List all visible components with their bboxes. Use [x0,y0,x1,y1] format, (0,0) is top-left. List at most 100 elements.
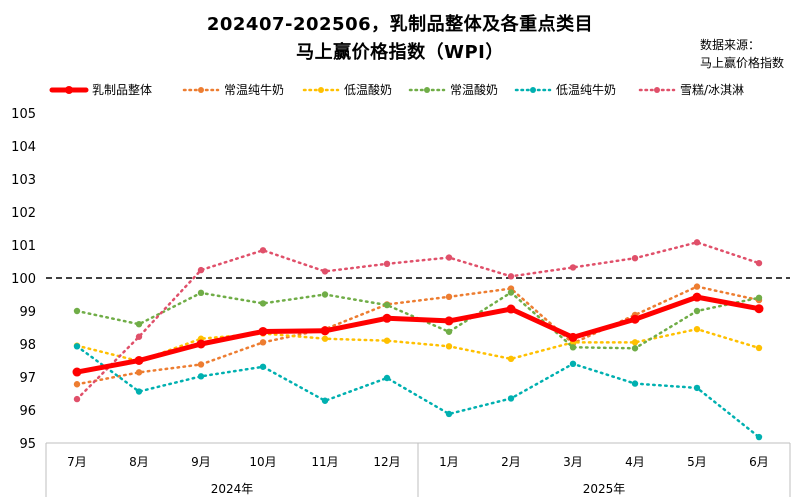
data-point [197,373,205,380]
axes: 95 96 97 98 99 100 101 102 103 104 105 7月 8月 9月 10月 11月… [11,107,791,497]
chart-title-line2: 马上赢价格指数（WPI） [296,42,504,63]
data-point [568,332,578,342]
x-tick-label: 8月 [129,455,149,469]
legend-marker [318,87,324,93]
data-point [693,307,701,315]
data-point [135,321,143,328]
data-point [383,301,391,309]
data-point [134,356,144,365]
year-label: 2025年 [583,482,626,496]
data-point [258,326,268,336]
data-point [73,395,81,403]
data-point [320,326,330,336]
data-point [755,259,763,267]
data-point [445,328,453,335]
data-point [755,294,763,301]
data-point [73,307,81,315]
series-layer [72,239,764,441]
series-2 [73,325,763,365]
legend-label: 低温酸奶 [344,82,392,97]
data-point [569,360,577,367]
data-point [73,343,81,350]
data-point [383,260,391,268]
y-tick-label: 95 [19,437,36,452]
data-point [445,410,453,418]
data-point [754,304,764,314]
data-point [197,266,205,274]
series-line [75,241,761,401]
series-line [74,294,762,375]
data-point [73,381,81,388]
data-point [382,313,392,323]
data-point [135,388,143,395]
series-1 [73,283,763,388]
y-tick-label: 102 [11,206,36,221]
data-point [321,268,329,275]
series-0 [72,292,764,377]
data-point [383,374,391,382]
series-line [75,327,761,363]
x-tick-label: 7月 [67,455,87,469]
data-point [569,344,577,351]
data-point [507,289,515,296]
data-point [197,289,205,297]
data-point [445,343,453,350]
x-tick-label: 9月 [191,455,211,469]
data-point [631,255,639,262]
data-point [507,355,515,363]
x-tick-label: 11月 [311,455,338,469]
y-tick-label: 99 [19,305,36,320]
x-tick-label: 3月 [563,455,583,469]
data-point [196,339,206,349]
data-point [569,264,577,271]
data-point [197,361,205,368]
data-point [755,344,763,352]
data-point [507,395,515,402]
data-point [72,367,82,377]
data-point [135,333,143,340]
legend-marker [198,87,204,93]
legend-label: 常温纯牛奶 [224,82,284,97]
data-point [507,273,515,280]
data-point [693,239,701,246]
series-4 [73,343,763,441]
legend-label: 乳制品整体 [92,82,152,97]
legend-label: 常温酸奶 [450,82,498,97]
legend-marker [65,86,73,94]
y-tick-label: 96 [19,404,36,419]
data-point [506,304,516,314]
legend-label: 雪糕/冰淇淋 [680,83,744,97]
data-point [692,292,702,302]
data-point [693,384,701,392]
data-point [444,316,454,326]
year-label: 2024年 [211,482,254,496]
data-point [321,397,329,404]
legend-marker [530,87,536,93]
series-line [75,285,761,386]
y-tick-label: 97 [19,371,36,386]
x-tick-label: 4月 [625,455,645,469]
data-point [755,433,763,441]
data-point [259,300,267,307]
data-point [693,325,701,333]
y-tick-label: 98 [19,338,36,353]
data-point [321,291,329,298]
series-line [75,345,761,439]
source-label: 数据来源： [699,38,760,52]
x-tick-label: 10月 [249,455,276,469]
data-point [321,335,329,342]
data-point [631,339,639,346]
data-point [135,369,143,376]
data-point [445,254,453,261]
data-point [445,293,453,301]
data-point [630,314,640,324]
series-5 [73,239,763,403]
y-tick-label: 101 [11,239,36,254]
data-point [631,380,639,387]
y-tick-label: 104 [11,140,36,155]
legend-marker [654,87,660,93]
x-tick-label: 1月 [439,455,459,469]
x-tick-label: 12月 [373,455,400,469]
x-tick-label: 5月 [687,455,707,469]
